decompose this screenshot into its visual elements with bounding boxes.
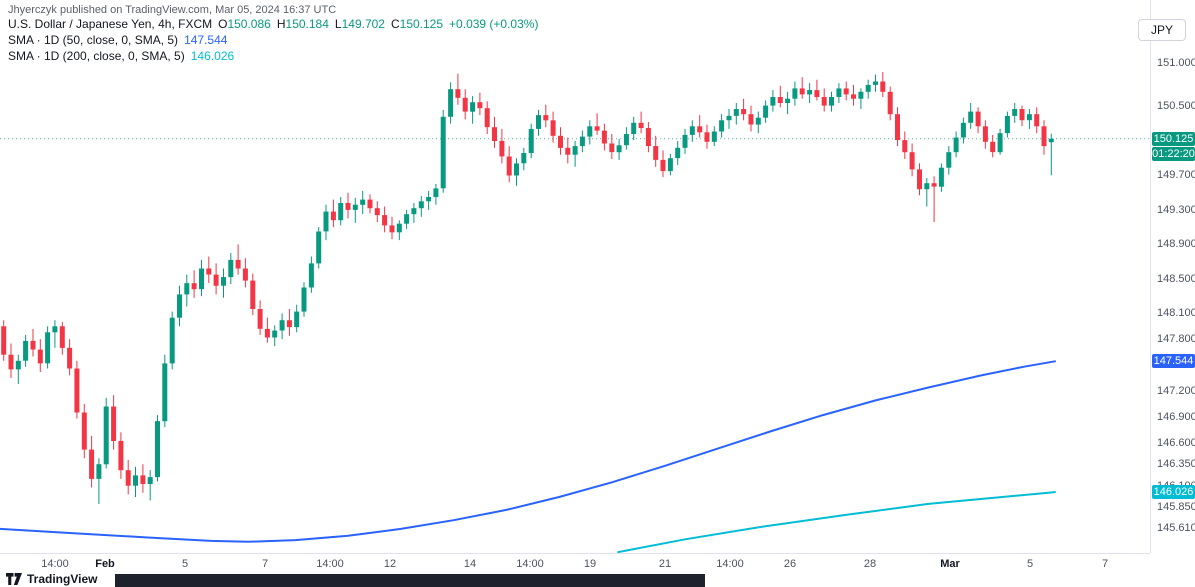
open-label: O (218, 17, 228, 31)
time-tick-month-label: Mar (940, 558, 960, 570)
price-tick-label: 146.600 (1157, 437, 1195, 449)
time-tick-label: 14:00 (716, 558, 744, 570)
sma200-label: SMA · 1D (200, close, 0, SMA, 5) (8, 49, 185, 63)
price-badge: 146.026 (1152, 485, 1195, 499)
price-tick-label: 148.900 (1157, 238, 1195, 250)
time-tick-label: 7 (261, 558, 269, 570)
price-tick-label: 149.300 (1157, 204, 1195, 216)
tradingview-logo[interactable]: TradingView (6, 572, 97, 586)
price-badge: 150.125 (1152, 132, 1195, 146)
low-label: L (334, 17, 342, 31)
tradingview-logo-text: TradingView (27, 572, 98, 586)
candlestick-chart-canvas[interactable] (0, 0, 1150, 553)
price-tick-label: 145.850 (1157, 501, 1195, 513)
time-tick-label: 14:00 (516, 558, 544, 570)
sma50-value: 147.544 (184, 33, 228, 47)
change-value: +0.039 (+0.03%) (449, 17, 539, 31)
price-tick-label: 151.000 (1157, 57, 1195, 69)
low-value: 149.702 (341, 17, 385, 31)
price-axis[interactable]: 151.000 150.500 149.700 149.300 148.900 148.5… (1150, 0, 1195, 553)
time-tick-label: 14:00 (316, 558, 344, 570)
price-tick-label: 149.700 (1157, 169, 1195, 181)
close-label: C (390, 17, 400, 31)
time-tick-label: 14 (463, 558, 477, 570)
attribution-text: Jhyerczyk published on TradingView.com, … (8, 4, 337, 16)
price-tick-label: 147.200 (1157, 385, 1195, 397)
time-axis[interactable]: 14:00 Feb 5 7 14:00 12 14 14:00 19 21 14:00 26 28 Mar… (0, 553, 1150, 574)
close-value: 150.125 (399, 17, 444, 31)
time-tick-label: 7 (1101, 558, 1109, 570)
price-tick-label: 148.500 (1157, 273, 1195, 285)
currency-toggle-button[interactable]: JPY (1137, 19, 1186, 41)
time-tick-label: 14:00 (41, 558, 69, 570)
chart-legend: U.S. Dollar / Japanese Yen, 4h, FXCM O150… (8, 17, 538, 65)
bar-countdown-badge: 01:22:20 (1152, 147, 1195, 161)
legend-sma200-row: SMA · 1D (200, close, 0, SMA, 5) 146.026 (8, 49, 538, 64)
bottom-dark-bar (115, 574, 705, 587)
legend-sma50-row: SMA · 1D (50, close, 0, SMA, 5) 147.544 (8, 33, 538, 48)
time-tick-month-label: Feb (95, 558, 115, 570)
price-tick-label: 146.350 (1157, 458, 1195, 470)
sma50-label: SMA · 1D (50, close, 0, SMA, 5) (8, 33, 179, 47)
legend-symbol-row: U.S. Dollar / Japanese Yen, 4h, FXCM O150… (8, 17, 538, 32)
time-tick-label: 5 (181, 558, 189, 570)
price-tick-label: 146.900 (1157, 411, 1195, 423)
tradingview-logo-icon (6, 573, 22, 585)
symbol-title: U.S. Dollar / Japanese Yen, 4h, FXCM (8, 17, 213, 31)
price-tick-label: 147.800 (1157, 333, 1195, 345)
open-value: 150.086 (227, 17, 271, 31)
time-tick-label: 5 (1026, 558, 1034, 570)
price-badge: 147.544 (1152, 354, 1195, 368)
time-tick-label: 28 (863, 558, 877, 570)
high-value: 150.184 (285, 17, 329, 31)
high-label: H (276, 17, 286, 31)
price-tick-label: 145.610 (1157, 522, 1195, 534)
time-tick-label: 12 (383, 558, 397, 570)
sma200-value: 146.026 (190, 49, 235, 63)
time-tick-label: 26 (783, 558, 797, 570)
price-tick-label: 148.100 (1157, 307, 1195, 319)
price-tick-label: 150.500 (1157, 100, 1195, 112)
time-tick-label: 21 (658, 558, 672, 570)
time-tick-label: 19 (583, 558, 597, 570)
